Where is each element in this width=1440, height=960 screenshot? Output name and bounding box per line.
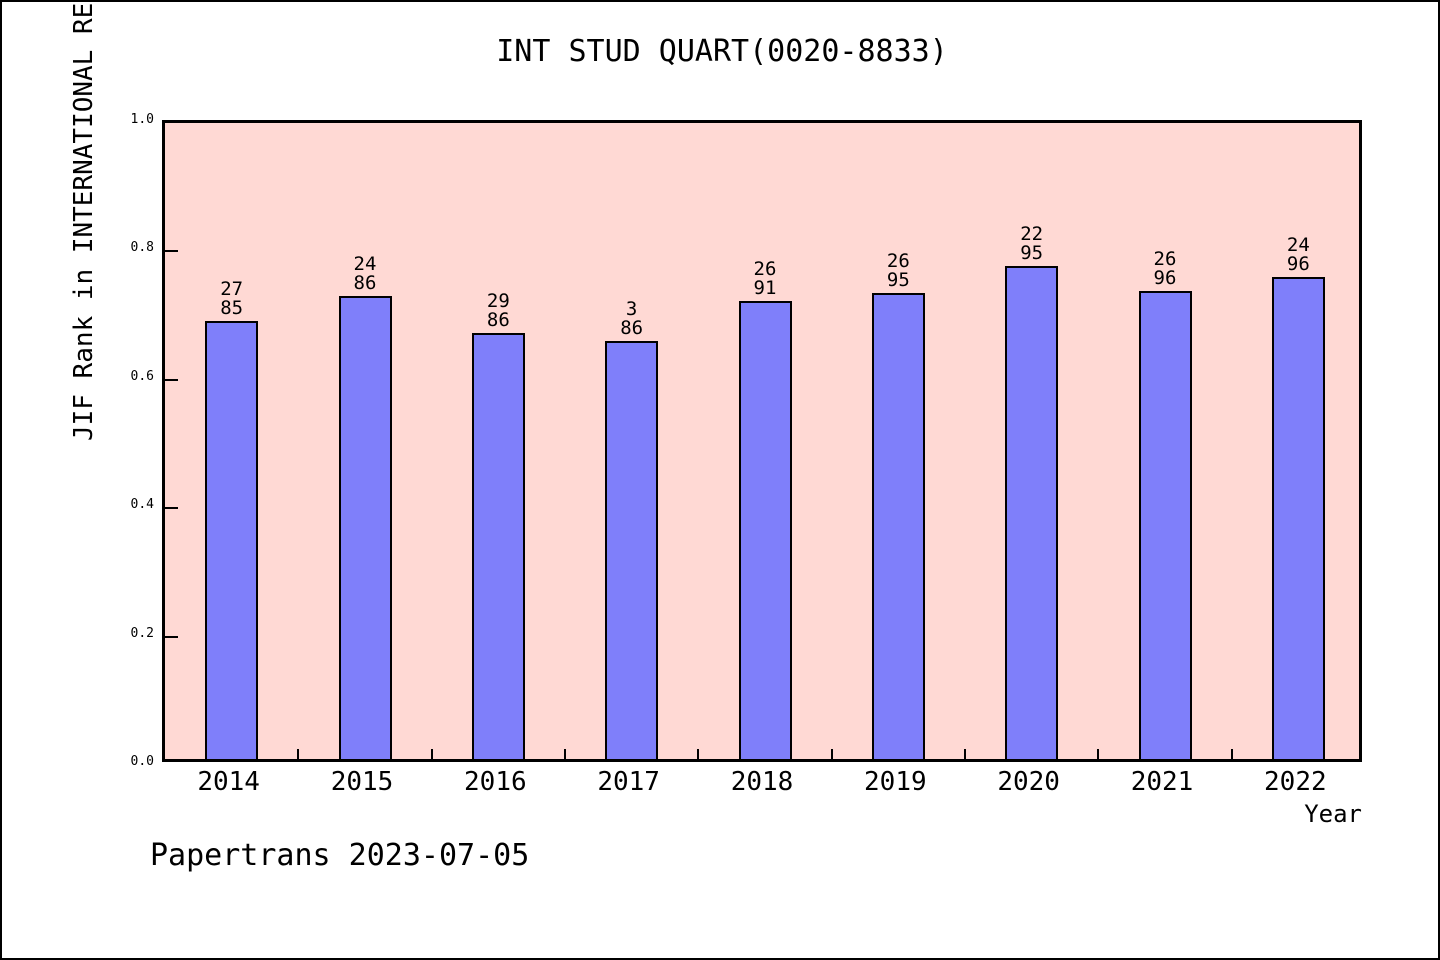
bar-2022 [1271,277,1325,759]
x-tick-label-2015: 2015 [330,767,394,797]
x-axis-minor-tick [1097,749,1100,759]
x-axis-label: Year [1304,800,1362,828]
plot-inner: 27 85 24 86 29 86 3 86 26 91 26 95 22 95 26 96 2… [165,123,1359,759]
y-axis-tick [165,378,178,381]
x-axis-minor-tick [564,749,566,759]
bar-2018 [738,301,792,759]
x-tick-label-2022: 2022 [1264,767,1327,797]
bar-2021 [1138,291,1192,759]
bar-value-label-2021: 26 96 [1153,248,1177,289]
x-tick-label-2016: 2016 [464,767,527,797]
bar-value-label-2017: 3 86 [620,298,644,339]
y-tick-label-0.8: 0.8 [130,240,154,256]
bar-value-label-2019: 26 95 [886,250,910,291]
bar-value-label-2018: 26 91 [753,258,777,299]
x-tick-label-2017: 2017 [597,767,660,797]
x-axis-minor-tick [1230,749,1233,759]
footer-text: Papertrans 2023-07-05 [150,838,530,873]
y-axis-tick [165,635,178,638]
x-axis-minor-tick [830,749,833,759]
bar-2019 [871,293,925,759]
y-tick-label-0.4: 0.4 [130,497,154,513]
y-axis-tick [165,507,178,510]
bar-value-label-2020: 22 95 [1020,223,1044,264]
y-axis-tick [165,250,178,253]
y-tick-label-0.2: 0.2 [130,625,154,641]
bar-2016 [471,333,525,759]
bar-value-label-2022: 24 96 [1286,234,1310,275]
plot-area: 27 85 24 86 29 86 3 86 26 91 26 95 22 95 26 96 2… [162,120,1362,762]
x-axis-minor-tick [297,749,300,759]
x-tick-label-2014: 2014 [197,767,260,797]
y-tick-label-0.6: 0.6 [130,368,154,384]
x-axis-minor-tick [697,749,700,759]
x-tick-label-2021: 2021 [1130,767,1194,797]
y-tick-label-1.0: 1.0 [130,112,154,127]
x-tick-label-2020: 2020 [997,767,1060,797]
y-tick-label-0.0: 0.0 [130,754,154,769]
bar-2017 [605,341,659,759]
x-tick-label-2018: 2018 [730,767,794,797]
bar-value-label-2014: 27 85 [220,278,244,319]
x-tick-label-2019: 2019 [864,767,927,797]
bar-2014 [205,321,259,759]
bar-2015 [338,296,392,759]
x-axis-minor-tick [964,749,966,759]
x-axis-minor-tick [430,749,433,759]
bar-2020 [1005,266,1059,759]
chart-title: INT STUD QUART(0020-8833) [496,34,948,69]
bar-value-label-2016: 29 86 [486,290,510,331]
bar-value-label-2015: 24 86 [353,253,377,294]
